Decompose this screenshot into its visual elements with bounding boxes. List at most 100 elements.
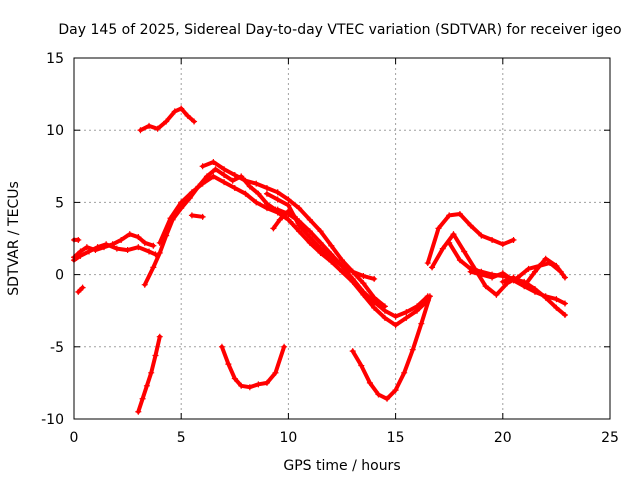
data-point <box>542 293 549 300</box>
data-point <box>150 264 157 271</box>
data-point <box>401 369 408 376</box>
data-point <box>103 241 110 248</box>
x-tick-label: 25 <box>601 430 619 446</box>
data-point <box>167 215 174 222</box>
series-line <box>157 174 430 328</box>
series-arc-mid-c <box>263 190 378 282</box>
data-point <box>403 309 410 316</box>
data-point <box>156 239 163 246</box>
series-arc-mid-d <box>270 208 305 232</box>
data-point <box>188 189 195 196</box>
y-tick-label: -5 <box>50 340 64 356</box>
data-point <box>285 202 292 209</box>
data-point <box>456 210 463 217</box>
data-point <box>317 228 324 235</box>
data-point <box>553 304 560 311</box>
series-arc-low-c <box>349 293 433 402</box>
data-point <box>435 225 442 232</box>
data-point <box>349 275 356 282</box>
data-point <box>221 166 228 173</box>
series-arc-low-a <box>135 333 163 415</box>
data-point <box>231 171 238 178</box>
data-point <box>225 361 232 368</box>
data-point <box>328 254 335 261</box>
y-tick-label: 0 <box>55 268 64 284</box>
data-point <box>521 283 528 290</box>
data-point <box>358 362 365 369</box>
data-point <box>285 216 292 223</box>
data-point <box>392 387 399 394</box>
data-point <box>424 260 431 267</box>
data-point <box>246 384 253 391</box>
data-point <box>360 288 367 295</box>
x-tick-label: 5 <box>177 430 186 446</box>
data-point <box>79 284 86 291</box>
data-point <box>242 177 249 184</box>
data-point <box>229 177 236 184</box>
series-arc-mid-e <box>188 212 206 220</box>
data-point <box>270 225 277 232</box>
data-point <box>298 222 305 229</box>
data-point <box>381 314 388 321</box>
data-point <box>499 278 506 285</box>
data-point <box>429 264 436 271</box>
data-point <box>191 118 198 125</box>
data-series <box>71 105 568 415</box>
data-point <box>210 173 217 180</box>
data-point <box>263 379 270 386</box>
data-point <box>349 268 356 275</box>
data-point <box>118 236 125 243</box>
data-point <box>263 184 270 191</box>
data-point <box>392 322 399 329</box>
data-point <box>510 236 517 243</box>
data-point <box>253 199 260 206</box>
data-point <box>426 293 433 300</box>
data-point <box>238 382 245 389</box>
data-point <box>212 166 219 173</box>
data-point <box>525 265 532 272</box>
data-point <box>137 127 144 134</box>
data-point <box>86 248 93 255</box>
data-point <box>124 247 131 254</box>
data-point <box>199 213 206 220</box>
data-point <box>339 262 345 269</box>
data-point <box>489 274 496 281</box>
data-point <box>467 268 474 275</box>
series-arc-late-d <box>467 268 568 307</box>
data-point <box>184 112 191 119</box>
series-arc-high <box>137 105 198 134</box>
data-point <box>446 212 453 219</box>
data-point <box>493 291 500 298</box>
data-point <box>414 303 421 310</box>
data-point <box>553 262 560 269</box>
data-point <box>199 163 206 170</box>
data-point <box>178 105 185 112</box>
series-line <box>265 191 377 281</box>
data-point <box>246 183 253 190</box>
data-point <box>188 212 195 219</box>
y-axis-label: SDTVAR / TECUs <box>6 181 22 296</box>
data-point <box>366 379 373 386</box>
data-point <box>371 304 378 311</box>
data-point <box>135 408 142 415</box>
data-point <box>139 395 146 402</box>
x-tick-label: 10 <box>279 430 297 446</box>
data-point <box>163 118 170 125</box>
series-arc-late-a <box>424 210 517 267</box>
data-point <box>306 228 313 235</box>
series-line <box>219 344 287 390</box>
data-point <box>553 296 560 303</box>
data-point <box>461 248 468 255</box>
data-point <box>403 314 410 321</box>
data-point <box>231 184 238 191</box>
data-point <box>317 245 324 252</box>
series-arc-late-e <box>499 255 568 290</box>
data-point <box>561 274 568 281</box>
data-point <box>221 171 228 178</box>
data-point <box>328 242 335 249</box>
data-point <box>146 248 153 255</box>
data-point <box>467 222 474 229</box>
data-point <box>409 346 416 353</box>
y-tick-label: 15 <box>46 51 64 67</box>
data-point <box>285 208 292 215</box>
